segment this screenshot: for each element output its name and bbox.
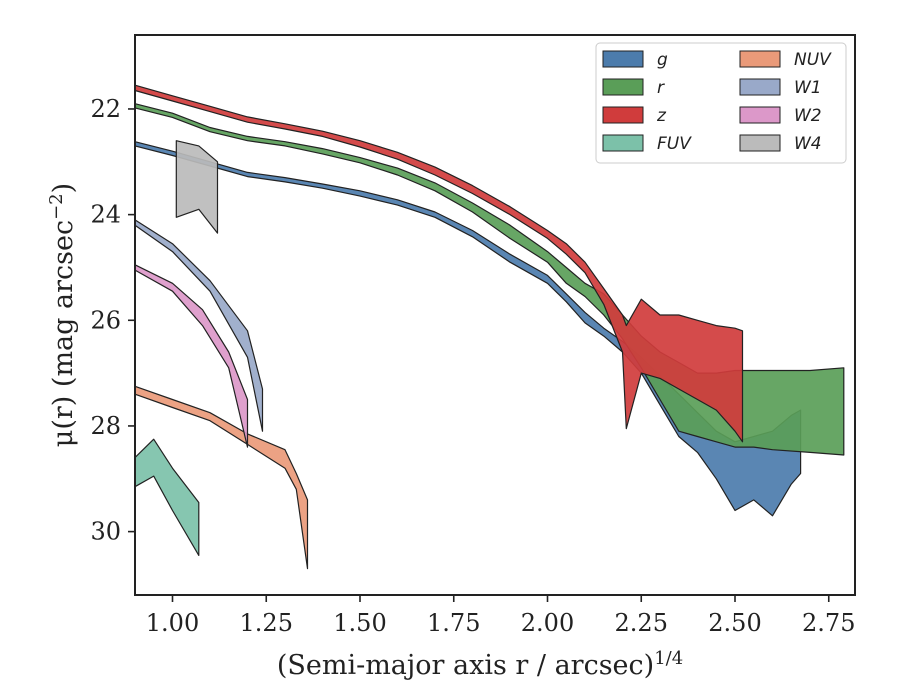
y-tick-label: 28	[90, 412, 121, 440]
y-axis-label: μ(r) (mag arcsec−2)	[46, 183, 79, 447]
band-w4	[175, 140, 219, 234]
x-axis-label: (Semi-major axis r / arcsec)1/4	[277, 648, 683, 681]
y-tick-label: 22	[90, 95, 121, 123]
y-tick-label: 30	[90, 518, 121, 546]
legend-swatch-w1	[739, 78, 781, 96]
y-axis: 22 24 26 28 30	[90, 95, 135, 546]
x-axis-label-main: (Semi-major axis r / arcsec)	[277, 650, 654, 681]
band-z	[134, 84, 744, 443]
band-nuv	[134, 385, 309, 570]
legend-swatch-fuv	[602, 134, 644, 152]
x-tick-label: 1.00	[146, 609, 199, 637]
x-tick-label: 1.75	[427, 609, 480, 637]
x-tick-label: 2.75	[802, 609, 855, 637]
legend-label-w1: W1	[794, 78, 822, 98]
legend-label-w4: W4	[794, 134, 822, 154]
y-tick-label: 24	[90, 201, 121, 229]
legend-box	[595, 42, 847, 164]
x-tick-label: 2.50	[708, 609, 761, 637]
legend-label-g: g	[657, 50, 668, 70]
x-axis-label-exponent: 1/4	[654, 648, 683, 669]
area-bands	[134, 84, 845, 570]
legend-swatch-r	[602, 78, 644, 96]
band-w1	[134, 219, 264, 432]
y-axis-label-main: μ(r) (mag arcsec	[48, 220, 79, 447]
legend-swatch-z	[602, 106, 644, 124]
band-g	[134, 141, 802, 517]
x-tick-label: 1.50	[333, 609, 386, 637]
y-axis-label-exponent: −2	[46, 193, 67, 220]
band-w2	[134, 264, 249, 448]
band-fuv	[134, 438, 200, 557]
x-tick-label: 2.25	[615, 609, 668, 637]
y-axis-label-tail: )	[48, 183, 79, 194]
y-tick-label: 26	[90, 306, 121, 334]
legend-swatch-nuv	[739, 50, 781, 68]
x-axis: 1.00 1.25 1.50 1.75 2.00 2.25 2.50 2.75	[146, 595, 855, 637]
legend-label-nuv: NUV	[794, 50, 832, 70]
x-tick-label: 2.00	[521, 609, 574, 637]
legend-label-z: z	[656, 106, 667, 126]
x-tick-label: 1.25	[240, 609, 293, 637]
plot-frame	[134, 34, 856, 596]
legend-swatch-w4	[739, 134, 781, 152]
legend-label-w2: W2	[794, 106, 822, 126]
legend-label-r: r	[657, 78, 665, 98]
legend-swatch-w2	[739, 106, 781, 124]
legend-swatch-g	[602, 50, 644, 68]
legend-label-fuv: FUV	[657, 134, 692, 154]
legend: grz FUV NUV W1 W2 W4	[595, 42, 847, 164]
